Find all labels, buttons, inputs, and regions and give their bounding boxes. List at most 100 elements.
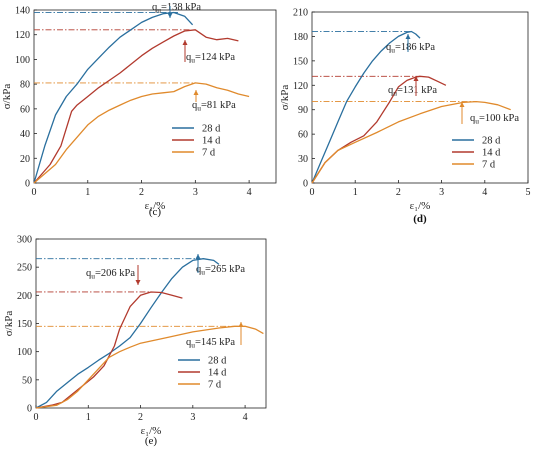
y-tick-label: 0 xyxy=(303,179,308,190)
y-axis-label: σ/kPa xyxy=(1,84,13,110)
peak-annotation: qu=145 kPa xyxy=(186,337,235,350)
legend-label: 14 d xyxy=(482,148,501,159)
annotation-q: q xyxy=(86,268,92,279)
annotation-q: q xyxy=(386,42,392,53)
annotation-sub: u xyxy=(197,104,201,113)
y-tick-label: 0 xyxy=(27,404,32,415)
y-tick-label: 150 xyxy=(17,319,32,330)
y-tick-label: 0 xyxy=(25,179,30,190)
x-tick-label: 1 xyxy=(353,187,358,198)
annotation-q: q xyxy=(196,264,202,275)
legend-label: 14 d xyxy=(202,136,221,147)
chart-panel-d: 0 1 2 3 4 50306090120150180210ε₁/%σ/kPa(d)qu=… xyxy=(279,8,531,226)
panel-label: (c) xyxy=(149,206,162,218)
annotation-q: q xyxy=(152,2,158,13)
series-line-14d xyxy=(33,29,239,184)
legend-label: 7 d xyxy=(482,160,496,171)
annotation-sub: u xyxy=(475,117,479,126)
y-tick-label: 250 xyxy=(17,263,32,274)
annotation-arrow-head xyxy=(195,254,201,259)
annotation-arrow-head xyxy=(182,40,188,45)
x-tick-label: 3 xyxy=(439,187,444,198)
x-tick-label: 3 xyxy=(193,187,198,198)
legend-label: 14 d xyxy=(208,368,227,379)
y-tick-label: 120 xyxy=(15,30,30,41)
annotation-sub: u xyxy=(191,56,195,65)
annotation-sub: u xyxy=(91,272,95,281)
peak-annotation: qu=131 kPa xyxy=(388,85,437,98)
x-tick-label: 0 xyxy=(34,412,39,423)
annotation-value: =186 kPa xyxy=(395,42,435,53)
y-tick-label: 90 xyxy=(298,105,308,116)
x-tick-label: 1 xyxy=(85,187,90,198)
annotation-q: q xyxy=(388,85,394,96)
y-tick-label: 210 xyxy=(293,8,308,19)
panel-label: (d) xyxy=(413,213,427,225)
y-tick-label: 80 xyxy=(20,80,30,91)
y-tick-label: 50 xyxy=(22,375,32,386)
chart-panel-c: 0 1 2 3 4020406080100120140ε₁/%σ/kPa(c)qu=13… xyxy=(1,2,277,218)
y-axis-label: σ/kPa xyxy=(279,85,291,111)
annotation-arrow-head xyxy=(405,34,411,39)
annotation-q: q xyxy=(186,337,192,348)
legend-label: 28 d xyxy=(202,124,221,135)
peak-annotation: qu=81 kPa xyxy=(192,100,236,113)
annotation-arrow-head xyxy=(135,280,141,285)
x-tick-label: 2 xyxy=(139,187,144,198)
annotation-value: =138 kPa xyxy=(161,2,201,13)
y-tick-label: 30 xyxy=(298,154,308,165)
annotation-value: =100 kPa xyxy=(479,113,519,124)
y-tick-label: 150 xyxy=(293,56,308,67)
y-tick-label: 40 xyxy=(20,129,30,140)
annotation-arrow-head xyxy=(413,76,419,81)
y-tick-label: 100 xyxy=(15,55,30,66)
y-tick-label: 120 xyxy=(293,81,308,92)
x-tick-label: 4 xyxy=(243,412,248,423)
x-tick-label: 5 xyxy=(526,187,531,198)
x-tick-label: 4 xyxy=(247,187,252,198)
annotation-q: q xyxy=(186,52,192,63)
panel-label: (e) xyxy=(145,435,158,447)
annotation-sub: u xyxy=(157,6,161,15)
y-tick-label: 140 xyxy=(15,6,30,17)
annotation-q: q xyxy=(470,113,476,124)
peak-annotation: qu=265 kPa xyxy=(196,264,245,277)
peak-annotation: qu=138 kPa xyxy=(152,2,201,15)
legend-label: 28 d xyxy=(208,356,227,367)
y-tick-label: 60 xyxy=(20,104,30,115)
legend-label: 7 d xyxy=(202,148,216,159)
annotation-arrow-head xyxy=(459,102,465,107)
annotation-value: =265 kPa xyxy=(205,264,245,275)
y-tick-label: 200 xyxy=(17,291,32,302)
annotation-q: q xyxy=(192,100,198,111)
legend-label: 7 d xyxy=(208,380,222,391)
peak-annotation: qu=100 kPa xyxy=(470,113,519,126)
legend-label: 28 d xyxy=(482,136,501,147)
x-axis-label: ε₁/% xyxy=(141,425,162,437)
peak-annotation: qu=186 kPa xyxy=(386,42,435,55)
x-axis-label: ε₁/% xyxy=(410,200,431,212)
annotation-arrow-head xyxy=(193,90,199,95)
y-tick-label: 60 xyxy=(298,130,308,141)
x-axis-label: ε₁/% xyxy=(145,200,166,212)
annotation-sub: u xyxy=(201,268,205,277)
x-tick-label: 4 xyxy=(482,187,487,198)
annotation-value: =145 kPa xyxy=(195,337,235,348)
annotation-arrow-head xyxy=(238,322,244,327)
annotation-value: =124 kPa xyxy=(195,52,235,63)
y-tick-label: 20 xyxy=(20,154,30,165)
x-tick-label: 0 xyxy=(310,187,315,198)
x-tick-label: 0 xyxy=(32,187,37,198)
y-axis-label: σ/kPa xyxy=(3,311,15,337)
x-tick-label: 1 xyxy=(86,412,91,423)
annotation-sub: u xyxy=(391,46,395,55)
chart-panel-e: 0 1 2 3 4050100150200250300ε₁/%σ/kPa(e)qu=26… xyxy=(3,235,267,447)
plot-frame xyxy=(33,9,277,184)
annotation-arrow-head xyxy=(167,13,173,18)
y-tick-label: 100 xyxy=(17,347,32,358)
x-tick-label: 3 xyxy=(190,412,195,423)
series-line-7d xyxy=(311,100,511,184)
annotation-sub: u xyxy=(191,341,195,350)
series-line-28d xyxy=(311,30,421,184)
